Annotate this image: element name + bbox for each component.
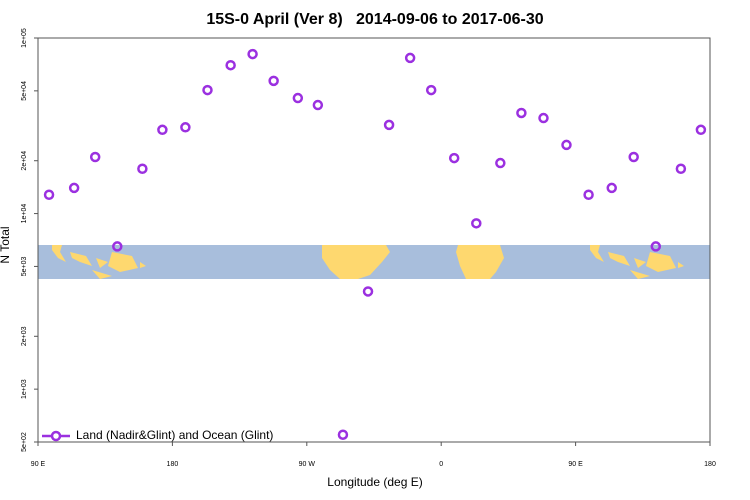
point [180, 122, 191, 133]
x-tick-label: 180 [167, 461, 179, 468]
legend-label: Land (Nadir&Glint) and Ocean (Glint) [76, 428, 273, 442]
point [247, 48, 258, 60]
plot-frame [37, 37, 711, 443]
point [471, 218, 482, 229]
point [606, 182, 617, 194]
point [383, 119, 395, 131]
y-tick-label: 2e+04 [21, 151, 28, 171]
point [404, 52, 416, 64]
y-tick-label: 1e+04 [21, 204, 28, 224]
point [448, 152, 460, 164]
x-axis-label: Longitude (deg E) [327, 475, 422, 489]
point [583, 189, 594, 201]
point [337, 429, 349, 440]
point [202, 84, 213, 96]
x-tick-label: 180 [704, 461, 716, 468]
point [268, 75, 279, 87]
point [112, 241, 123, 252]
point [89, 151, 101, 163]
chart-title: 15S-0 April (Ver 8) 2014-09-06 to 2017-0… [206, 11, 543, 28]
point [225, 59, 236, 71]
point [695, 124, 707, 136]
y-tick-label: 1e+05 [21, 28, 28, 48]
point [561, 139, 572, 151]
y-tick-label: 1e+03 [21, 379, 28, 399]
x-tick-label: 90 E [31, 461, 46, 468]
legend-marker [50, 430, 62, 442]
point [516, 107, 527, 119]
point [650, 241, 662, 252]
point [157, 124, 168, 136]
point [425, 84, 437, 96]
y-tick-label: 5e+02 [21, 432, 28, 452]
point [675, 163, 687, 175]
point [628, 151, 639, 163]
y-tick-label: 5e+03 [21, 256, 28, 276]
map-strip [38, 245, 710, 279]
point [362, 286, 374, 297]
point [495, 157, 506, 169]
y-tick-label: 5e+04 [21, 81, 28, 101]
x-tick-label: 0 [439, 461, 443, 468]
y-tick-label: 2e+03 [21, 326, 28, 346]
y-axis-label: N Total [0, 226, 12, 263]
point [292, 92, 304, 104]
point [68, 182, 80, 194]
x-tick-label: 90 E [568, 461, 583, 468]
point [312, 99, 324, 111]
x-tick-label: 90 W [299, 461, 316, 468]
point [43, 189, 55, 201]
point [137, 163, 148, 175]
point [538, 112, 549, 124]
